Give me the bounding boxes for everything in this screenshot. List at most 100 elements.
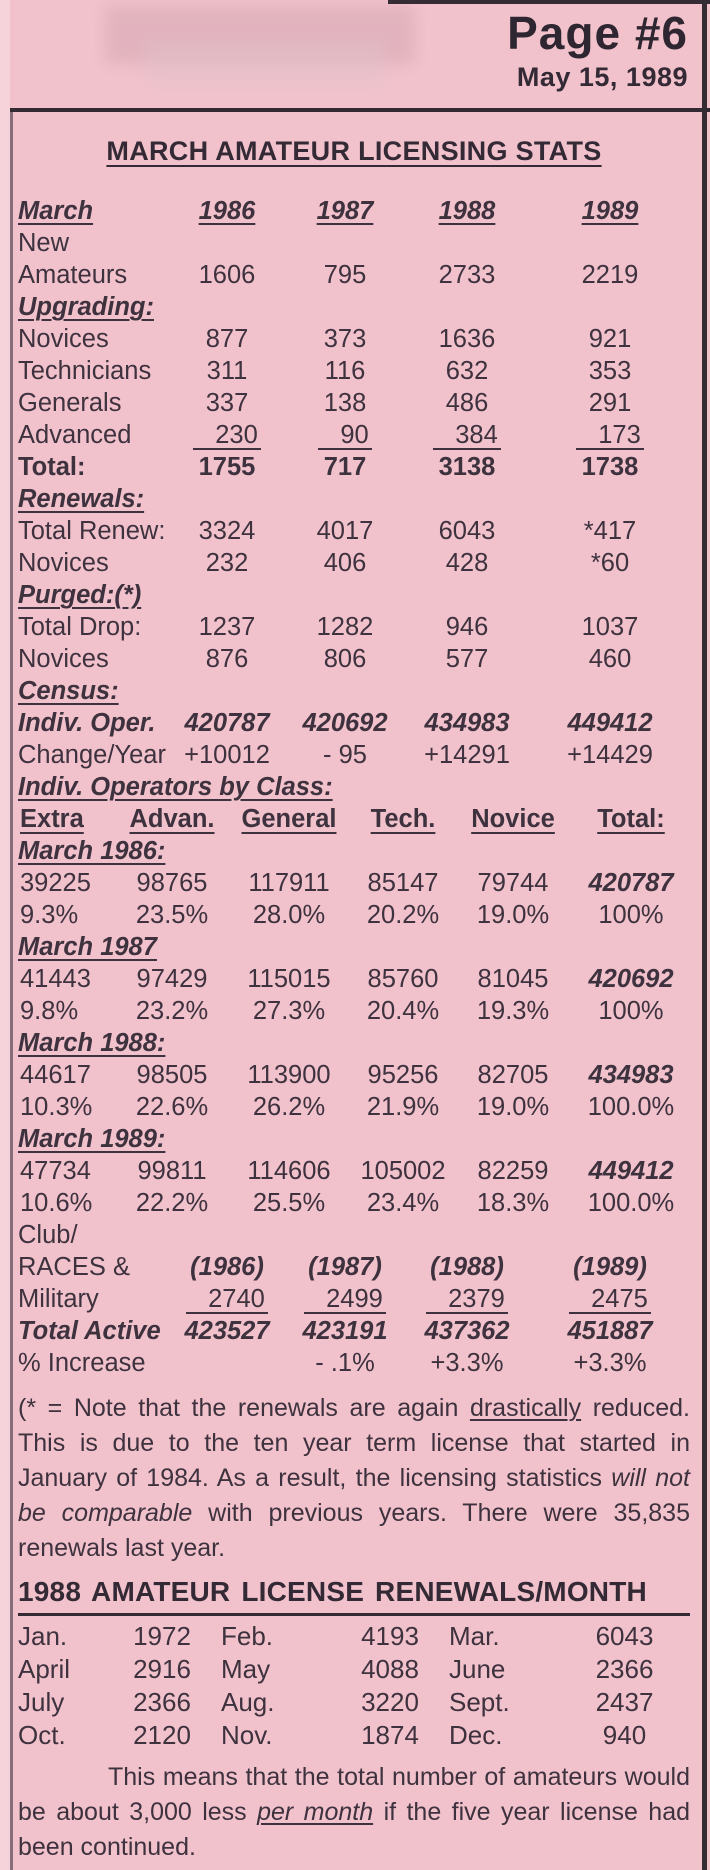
cell: 434983: [424, 709, 510, 737]
cell: 82259: [477, 1157, 549, 1185]
cell: 19.0%: [476, 1093, 550, 1121]
cell: [168, 579, 286, 611]
month-row: July 2366 Aug. 3220 Sept. 2437: [18, 1686, 690, 1719]
by-class-section-title: Indiv. Operators by Class:: [18, 773, 333, 801]
cell: 2499: [286, 1283, 404, 1315]
cell: 22.6%: [135, 1093, 209, 1121]
month-label: Sept.: [449, 1687, 510, 1717]
column-header: Total:: [597, 805, 665, 833]
table-row: Novices 876 806 577 460: [18, 643, 690, 675]
cell: 384: [404, 419, 530, 451]
table-total-row: Total Active 423527 423191 437362 451887: [18, 1315, 690, 1347]
cell: 2733: [438, 261, 496, 289]
column-header: 1989: [581, 197, 639, 225]
cell: 115015: [247, 965, 331, 993]
class-year-title: March 1989:: [18, 1125, 166, 1153]
cell: 26.2%: [252, 1093, 326, 1121]
cell: 44617: [20, 1061, 91, 1089]
left-column-rule: [10, 112, 13, 1870]
row-label: Renewals:: [18, 485, 145, 513]
cell: 27.3%: [252, 997, 326, 1025]
month-value: 4088: [361, 1654, 419, 1684]
month-value: 6043: [595, 1621, 654, 1651]
table-header-row: March 1986 1987 1988 1989: [18, 195, 690, 227]
underlined-value: 2499: [304, 1286, 386, 1314]
table-census-row: Indiv. Oper. 420787 420692 434983 449412: [18, 707, 690, 739]
column-header: Advan.: [129, 805, 215, 833]
column-header: 1986: [198, 197, 256, 225]
month-label: May: [221, 1654, 271, 1684]
print-bleedthrough-ghost: [145, 40, 385, 86]
cell: 1636: [438, 325, 496, 353]
underlined-value: 173: [576, 422, 644, 450]
cell: 434983: [588, 1061, 674, 1089]
cell: 311: [206, 357, 248, 385]
row-label: Novices: [18, 549, 109, 577]
month-value: 4193: [361, 1621, 419, 1651]
month-value: 2916: [133, 1654, 191, 1684]
cell: +3.3%: [573, 1349, 647, 1377]
cell: [168, 1219, 286, 1251]
cell: 23.5%: [135, 901, 209, 929]
cell: 1738: [581, 453, 639, 481]
cell: 82705: [477, 1061, 549, 1089]
row-label: RACES &: [18, 1253, 130, 1281]
cell: [168, 227, 286, 259]
cell: 946: [445, 613, 489, 641]
underlined-value: 2379: [426, 1286, 508, 1314]
row-label: Generals: [18, 389, 122, 417]
cell: 116: [324, 357, 366, 385]
class-counts-row: 39225 98765 117911 85147 79744 420787: [18, 867, 690, 899]
month-label: Oct.: [18, 1720, 66, 1750]
month-value: 3220: [361, 1687, 419, 1717]
row-label: Novices: [18, 325, 109, 353]
cell: 10.3%: [20, 1093, 93, 1121]
month-label: April: [18, 1654, 71, 1684]
cell: 21.9%: [366, 1093, 440, 1121]
row-label: Total Drop:: [18, 613, 142, 641]
cell: 9.3%: [20, 901, 79, 929]
month-value: 2366: [595, 1654, 654, 1684]
cell: 230: [168, 419, 286, 451]
cell: 449412: [567, 709, 653, 737]
cell: 420692: [302, 709, 388, 737]
cell: 81045: [477, 965, 549, 993]
row-label: Total Renew:: [18, 517, 166, 545]
class-year-title: March 1987: [18, 933, 157, 961]
cell: 1282: [316, 613, 374, 641]
cell: 138: [323, 389, 367, 417]
column-header: Tech.: [370, 805, 436, 833]
cell: 19.3%: [476, 997, 550, 1025]
row-label: Military: [18, 1285, 99, 1313]
table-sum-row: Advanced 230 90 384 173: [18, 419, 690, 451]
month-value: 1972: [133, 1621, 191, 1651]
cell: 3324: [198, 517, 256, 545]
cell: 23.2%: [135, 997, 209, 1025]
cell: 39225: [20, 869, 91, 897]
table-section-row: Purged:(*): [18, 579, 690, 611]
text-segment: This means that the total number of amat…: [18, 1763, 690, 1826]
text-segment: with previous years. There were 35,835 r…: [18, 1499, 690, 1562]
row-label: Novices: [18, 645, 109, 673]
print-bleedthrough-ghost: [105, 6, 415, 64]
cell: 20.2%: [366, 901, 440, 929]
cell: 420692: [588, 965, 674, 993]
cell: [404, 1219, 530, 1251]
underlined-value: 2475: [569, 1286, 651, 1314]
table-year-row: RACES & (1986) (1987) (1988) (1989): [18, 1251, 690, 1283]
licensing-stats-table: March 1986 1987 1988 1989 New Amateurs 1…: [18, 195, 690, 771]
cell: [530, 675, 690, 707]
cell: [168, 675, 286, 707]
cell: 117911: [248, 869, 330, 897]
cell: 437362: [424, 1317, 510, 1345]
cell: *417: [583, 517, 637, 545]
cell: 2219: [581, 261, 639, 289]
underlined-value: 384: [433, 422, 501, 450]
cell: 632: [445, 357, 489, 385]
cell: 79744: [477, 869, 549, 897]
table-section-row: Upgrading:: [18, 291, 690, 323]
cell: 173: [530, 419, 690, 451]
cell: 90: [286, 419, 404, 451]
class-percents-row: 10.3% 22.6% 26.2% 21.9% 19.0% 100.0%: [18, 1091, 690, 1123]
